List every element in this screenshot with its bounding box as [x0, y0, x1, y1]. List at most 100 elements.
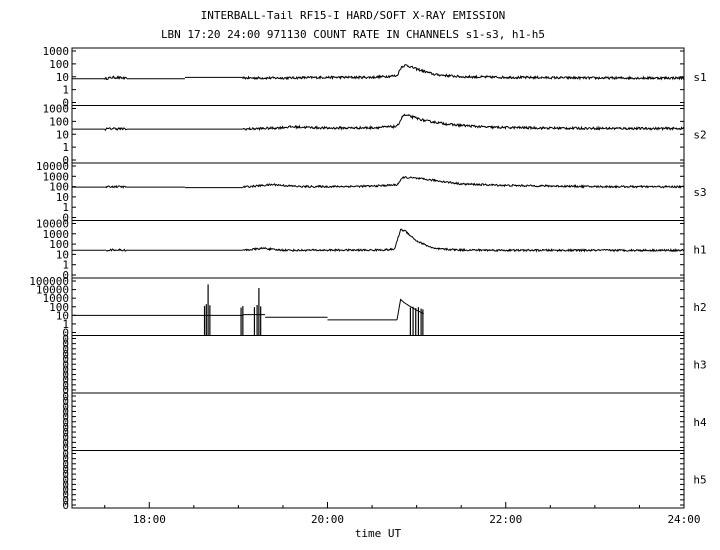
y-tick-label: 1 [62, 259, 69, 272]
y-tick-label: 10 [56, 128, 69, 141]
y-tick-label: 0 [62, 395, 69, 408]
y-tick-label: 0 [62, 499, 69, 512]
y-tick-label: 0 [62, 269, 69, 282]
y-tick-label: 0 [62, 379, 69, 392]
panel-label-h4: h4 [693, 416, 707, 429]
y-tick-label: 1 [62, 84, 69, 97]
y-tick-label: 0 [62, 363, 69, 376]
y-tick-label: 0 [62, 484, 69, 497]
y-tick-label: 0 [62, 390, 69, 403]
y-tick-label: 0 [62, 348, 69, 361]
y-tick-label: 0 [62, 212, 69, 225]
y-tick-label: 0 [62, 468, 69, 481]
y-tick-label: 0 [62, 333, 69, 346]
y-tick-label: 1000 [43, 103, 70, 116]
chart-title: INTERBALL-Tail RF15-I HARD/SOFT X-RAY EM… [201, 9, 506, 22]
y-tick-label: 1000 [43, 170, 70, 183]
panel-label-h3: h3 [693, 358, 706, 371]
panel-label-s3: s3 [693, 186, 706, 199]
y-tick-label: 100000 [29, 275, 69, 288]
y-tick-label: 10 [56, 191, 69, 204]
y-tick-label: 0 [62, 353, 69, 366]
y-tick-label: 0 [62, 421, 69, 434]
series-line-s3 [104, 184, 128, 189]
y-tick-label: 0 [62, 400, 69, 413]
series-line-h1 [104, 248, 128, 252]
y-tick-label: 100 [49, 181, 69, 194]
y-tick-label: 1 [62, 141, 69, 154]
y-tick-label: 0 [62, 426, 69, 439]
y-tick-label: 0 [62, 338, 69, 351]
y-tick-label: 10000 [36, 160, 69, 173]
panel-frame-h2 [71, 277, 685, 336]
y-tick-label: 1000 [43, 292, 70, 305]
series-line-s1 [242, 64, 685, 81]
y-tick-label: 0 [62, 327, 69, 340]
x-axis-label: time UT [355, 527, 402, 540]
series-line-h1 [242, 228, 685, 253]
y-tick-label: 0 [62, 478, 69, 491]
series-line-s3 [242, 176, 685, 189]
panel-label-h5: h5 [693, 473, 706, 486]
y-tick-label: 0 [62, 369, 69, 382]
chart-panels: 10001001010s110001001010s210000100010010… [29, 45, 707, 512]
y-tick-label: 0 [62, 463, 69, 476]
x-tick-label: 18:00 [133, 513, 166, 526]
y-tick-label: 0 [62, 436, 69, 449]
y-tick-label: 0 [62, 343, 69, 356]
panel-frame-s2 [71, 105, 685, 164]
y-tick-label: 1 [62, 318, 69, 331]
y-tick-label: 0 [62, 431, 69, 444]
panel-label-h2: h2 [693, 301, 706, 314]
y-tick-label: 1 [62, 201, 69, 214]
y-tick-label: 0 [62, 411, 69, 424]
y-tick-label: 0 [62, 416, 69, 429]
panel-frame-h3 [71, 335, 685, 394]
y-tick-label: 0 [62, 453, 69, 466]
panel-frame-s3 [71, 162, 685, 221]
x-axis: 18:00 20:00 22:00 24:00 [104, 502, 701, 526]
panel-label-h1: h1 [693, 243, 706, 256]
y-tick-label: 0 [62, 384, 69, 397]
series-line-s2 [242, 113, 685, 132]
y-tick-label: 10000 [36, 284, 69, 297]
y-tick-label: 10 [56, 309, 69, 322]
y-tick-label: 100 [49, 115, 69, 128]
y-tick-label: 0 [62, 97, 69, 110]
x-tick-label: 22:00 [489, 513, 522, 526]
y-tick-label: 100 [49, 301, 69, 314]
chart-subtitle: LBN 17:20 24:00 971130 COUNT RATE IN CHA… [161, 28, 545, 41]
y-tick-label: 0 [62, 448, 69, 461]
y-tick-label: 0 [62, 358, 69, 371]
y-tick-label: 0 [62, 489, 69, 502]
y-tick-label: 0 [62, 154, 69, 167]
y-tick-label: 0 [62, 494, 69, 507]
y-tick-label: 0 [62, 405, 69, 418]
y-tick-label: 1000 [43, 228, 70, 241]
y-tick-label: 0 [62, 374, 69, 387]
panel-label-s1: s1 [693, 71, 706, 84]
y-tick-label: 0 [62, 458, 69, 471]
y-tick-label: 0 [62, 442, 69, 455]
series-line-s1 [104, 75, 128, 81]
y-tick-label: 100 [49, 238, 69, 251]
panel-label-s2: s2 [693, 128, 706, 141]
y-tick-label: 10 [56, 248, 69, 261]
panel-frame-h5 [71, 450, 685, 509]
x-tick-label: 20:00 [311, 513, 344, 526]
y-tick-label: 10000 [36, 218, 69, 231]
panel-frame-h4 [71, 392, 685, 451]
series-line-s2 [104, 127, 128, 132]
y-tick-label: 10 [56, 71, 69, 84]
y-tick-label: 1000 [43, 45, 70, 58]
y-tick-label: 0 [62, 473, 69, 486]
